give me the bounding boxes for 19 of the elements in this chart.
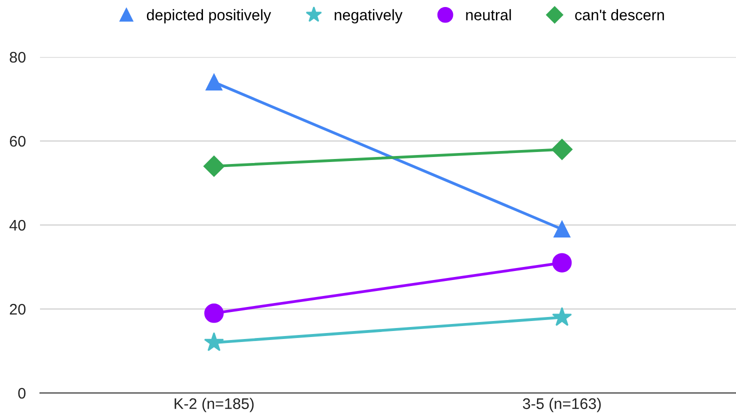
legend-label: can't descern bbox=[575, 9, 664, 20]
x-tick-label: K-2 (n=185) bbox=[174, 398, 254, 412]
y-tick-label: 40 bbox=[9, 220, 26, 231]
point bbox=[554, 220, 570, 238]
point bbox=[203, 156, 225, 177]
y-tick-label: 80 bbox=[10, 52, 26, 63]
point bbox=[551, 138, 573, 160]
legend-label: depicted positively bbox=[146, 9, 272, 24]
point bbox=[206, 74, 222, 91]
y-tick-label: 60 bbox=[10, 136, 26, 147]
y-tick-label: 0 bbox=[18, 388, 26, 399]
point bbox=[204, 303, 224, 323]
legend-label: negatively bbox=[334, 9, 402, 24]
x-tick-label: 3-5 (n=163) bbox=[522, 398, 601, 412]
point bbox=[552, 253, 572, 273]
legend-label: neutral bbox=[466, 9, 511, 20]
point bbox=[552, 306, 572, 326]
y-tick-label: 20 bbox=[10, 304, 26, 315]
point bbox=[204, 332, 224, 352]
